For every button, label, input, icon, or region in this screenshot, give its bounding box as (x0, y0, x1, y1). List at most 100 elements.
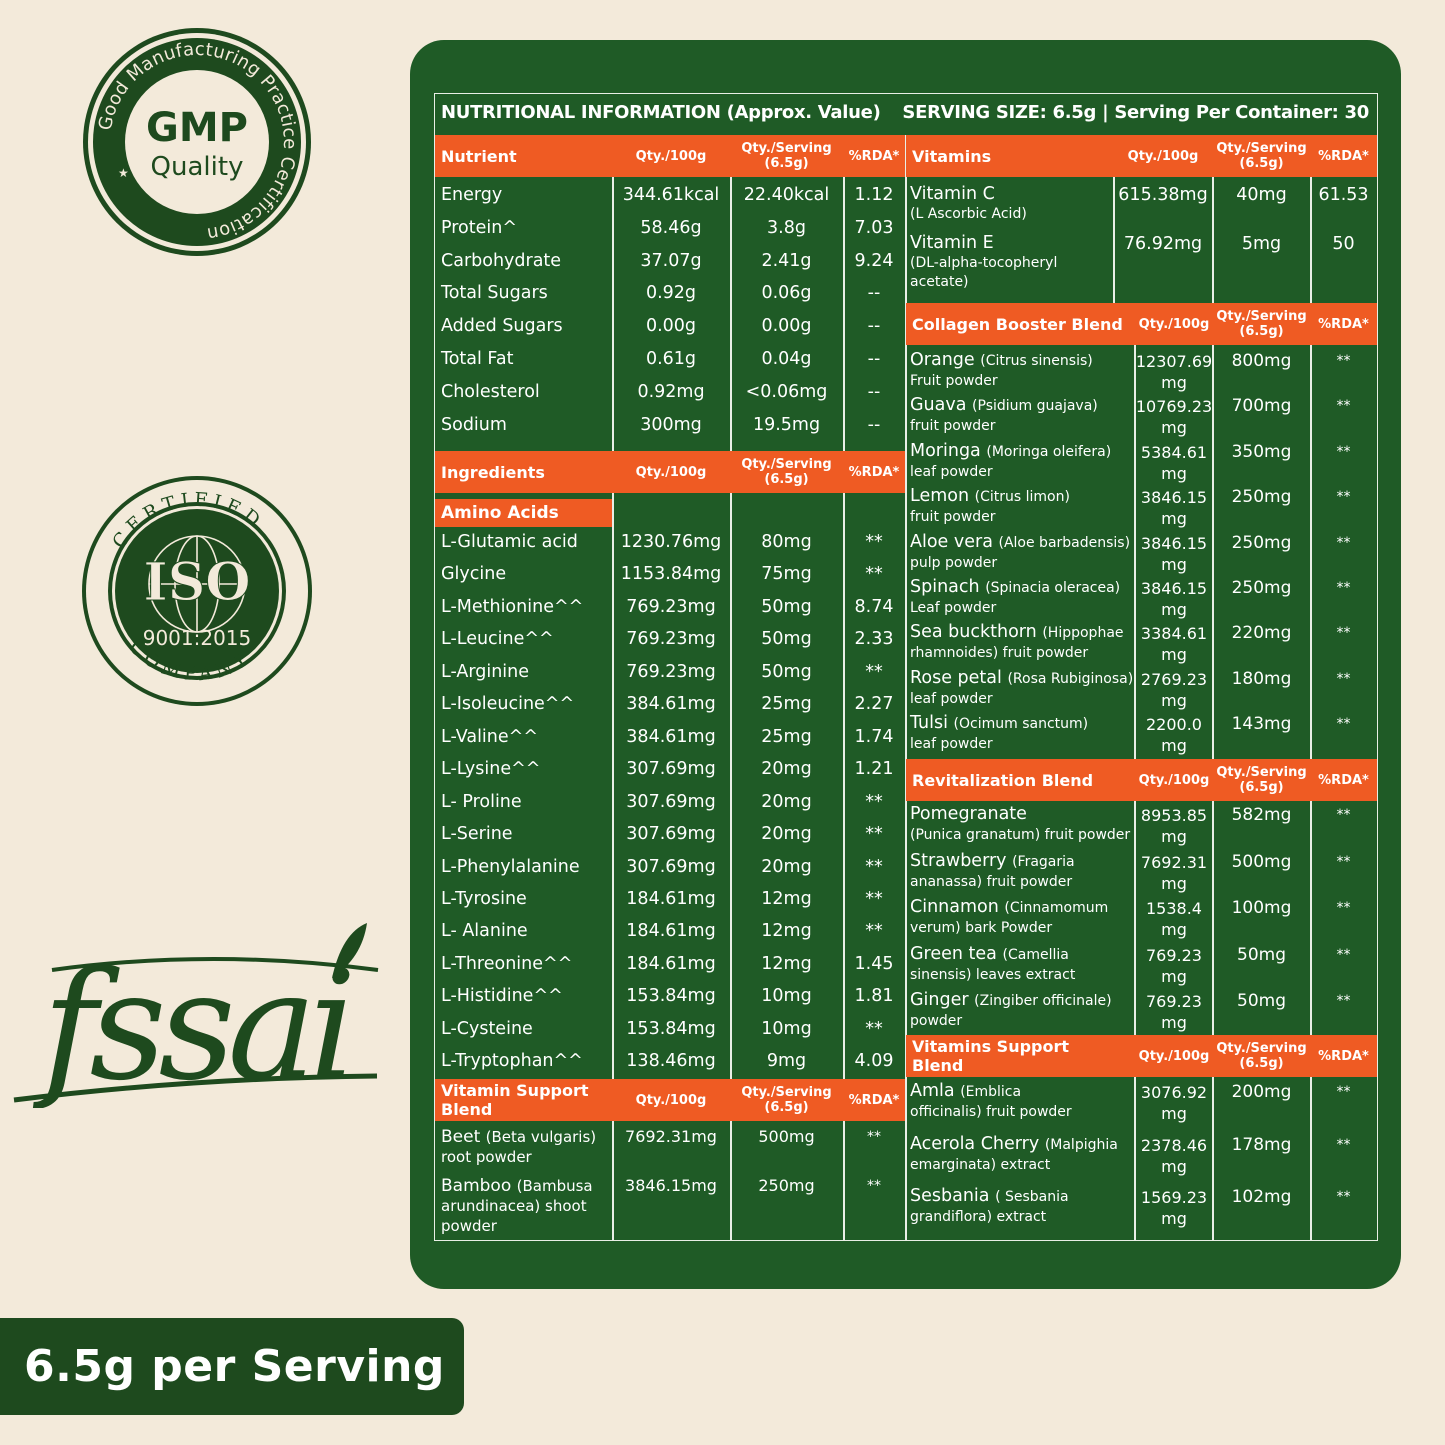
qty-per-100g: 307.69mg (626, 759, 716, 780)
rda-value: ** (865, 1018, 883, 1039)
table-row: Strawberry (Fragaria ananassa) fruit powd… (906, 851, 1377, 897)
nutrition-title: NUTRITIONAL INFORMATION (Approx. Value) (441, 102, 881, 123)
ingredient-name: Lemon (Citrus limon) fruit powder (910, 486, 1070, 526)
qty-per-serving: 3.8g (767, 217, 806, 238)
qty-per-100g: 3846.15 mg (1140, 488, 1208, 529)
ingredients-header: Ingredients Qty./100g Qty./Serving (6.5g)… (435, 451, 905, 493)
table-row: Bamboo (Bambusa arundinacea) shoot powder… (441, 1176, 881, 1235)
ingredient-name: L-Lysine^^ (441, 759, 541, 780)
qty-per-100g: 138.46mg (626, 1051, 716, 1072)
qty-per-100g: 58.46g (640, 217, 702, 238)
table-row: L-Glutamic acid 1230.76mg 80mg ** (435, 526, 905, 558)
ingredient-name: Orange (Citrus sinensis) Fruit powder (910, 350, 1093, 390)
rda-value: ** (1336, 580, 1351, 596)
qty-per-serving: 50mg (761, 661, 812, 682)
table-row: L-Tyrosine 184.61mg 12mg ** (435, 883, 905, 915)
qty-per-serving: 250mg (1231, 487, 1292, 508)
ingredient-name: L-Cysteine (441, 1018, 533, 1039)
divider (612, 135, 614, 1240)
table-row: Glycine 1153.84mg 75mg ** (435, 558, 905, 590)
table-row: L-Leucine^^ 769.23mg 50mg 2.33 (435, 623, 905, 655)
nutrient-name: Energy (441, 185, 503, 205)
ingredient-name: Glycine (441, 564, 507, 585)
nutrient-name: Cholesterol (441, 381, 540, 402)
qty-per-serving: 220mg (1231, 623, 1292, 644)
table-row: Green tea (Camellia sinensis) leaves extr… (906, 944, 1377, 990)
qty-per-100g: 769.23mg (626, 596, 716, 617)
rda-value: ** (1336, 716, 1351, 733)
ingredient-name: L-Arginine (441, 661, 530, 682)
fssai-logo: fssai (13, 923, 379, 1108)
rda-value: ** (1336, 534, 1351, 551)
qty-per-serving: 25mg (761, 726, 812, 747)
qty-per-100g: 1538.4 mg (1146, 899, 1202, 940)
table-row: Sea buckthorn (Hippophae rhamnoides) frui… (906, 623, 1377, 666)
serving-size-banner: 6.5g per Serving (0, 1318, 464, 1415)
collagen-header: Collagen Booster Blend Qty./100g Qty./Se… (906, 303, 1377, 345)
ingredient-name: Tulsi (Ocimum sanctum) leaf powder (910, 713, 1089, 753)
qty-per-100g: 0.00g (645, 316, 697, 337)
qty-per-serving: 10mg (761, 1018, 812, 1039)
ingredient-name: L-Threonine^^ (441, 953, 573, 974)
rda-value: ** (865, 824, 883, 845)
table-row: L-Valine^^ 384.61mg 25mg 1.74 (435, 721, 905, 753)
ingredient-name: L-Tyrosine (441, 888, 527, 909)
qty-per-serving: 9mg (766, 1051, 807, 1072)
qty-per-serving: 12mg (761, 953, 812, 974)
qty-per-100g: 307.69mg (626, 824, 716, 845)
ingredient-name: L- Proline (441, 791, 522, 812)
divider (730, 135, 732, 1240)
qty-per-100g: 5384.61 mg (1140, 442, 1208, 483)
rda-value: 1.45 (854, 953, 894, 974)
qty-per-100g: 153.84mg (626, 1018, 716, 1039)
rda-value: -- (867, 414, 881, 435)
vitamins-support-header: Vitamins Support Blend Qty./100g Qty./Ser… (906, 1035, 1377, 1077)
table-row: Aloe vera (Aloe barbadensis) pulp powder 3… (906, 531, 1377, 576)
iso-certified-badge: CERTIFIED COMPANY ISO 9001:2015 (82, 476, 312, 706)
qty-per-serving: 19.5mg (752, 414, 821, 435)
qty-per-serving: 12mg (761, 888, 812, 909)
ingredient-name: Amla (Emblica officinalis) fruit powder (910, 1081, 1072, 1121)
qty-per-100g: 384.61mg (626, 694, 716, 715)
table-row: Cinnamon (Cinnamomum verum) bark Powder 15… (906, 898, 1377, 943)
ingredient-name: L-Isoleucine^^ (441, 694, 575, 715)
gmp-subtitle: Quality (151, 152, 244, 182)
nutrient-name: Sodium (441, 414, 507, 435)
rda-value: ** (1336, 1189, 1351, 1205)
qty-per-serving: 250mg (1231, 532, 1292, 553)
gmp-quality-badge: Good Manufacturing Practice Certificatio… (83, 28, 311, 256)
rda-value: 1.12 (854, 185, 894, 205)
rda-value: 2.27 (854, 694, 894, 715)
ingredient-name: Sea buckthorn (Hippophae rhamnoides) frui… (910, 622, 1124, 662)
rda-value: -- (867, 349, 881, 369)
rda-value: ** (1336, 443, 1351, 460)
qty-per-serving: 20mg (761, 824, 812, 845)
qty-per-100g: 384.61mg (626, 726, 716, 747)
ingredient-name: Spinach (Spinacia oleracea) Leaf powder (910, 577, 1121, 617)
rda-value: ** (865, 921, 883, 942)
table-row: Protein^ 58.46g 3.8g 7.03 (435, 212, 905, 244)
table-row: L-Cysteine 153.84mg 10mg ** (435, 1013, 905, 1045)
qty-per-100g: 8953.85 mg (1140, 806, 1208, 846)
table-row: L-Threonine^^ 184.61mg 12mg 1.45 (435, 948, 905, 980)
table-row: L-Tryptophan^^ 138.46mg 9mg 4.09 (435, 1045, 905, 1077)
table-row: Ginger (Zingiber officinale) powder 769.23… (906, 991, 1377, 1036)
qty-per-100g: 307.69mg (626, 856, 716, 877)
star-icon: ★ (118, 166, 129, 180)
table-row: Total Sugars 0.92g 0.06g -- (435, 277, 905, 309)
nutrient-name: Carbohydrate (441, 250, 562, 271)
table-row: Energy 344.61kcal 22.40kcal 1.12 (435, 179, 905, 211)
table-row: Cholesterol 0.92mg <0.06mg -- (435, 376, 905, 408)
table-row: Vitamin E (DL-alpha-tocopheryl acetate) 7… (910, 233, 1355, 291)
qty-per-100g: 12307.69 mg (1135, 352, 1213, 392)
qty-per-serving: 20mg (761, 759, 812, 780)
qty-per-serving: 700mg (1231, 396, 1292, 417)
rda-value: ** (865, 791, 883, 812)
qty-per-serving: 500mg (1231, 851, 1292, 872)
qty-per-serving: 50mg (761, 596, 812, 617)
qty-per-serving: 50mg (761, 629, 812, 650)
rda-value: 7.03 (854, 217, 894, 238)
ingredient-name: Ginger (Zingiber officinale) powder (910, 990, 1112, 1030)
ingredient-name: Aloe vera (Aloe barbadensis) pulp powder (910, 531, 1131, 571)
